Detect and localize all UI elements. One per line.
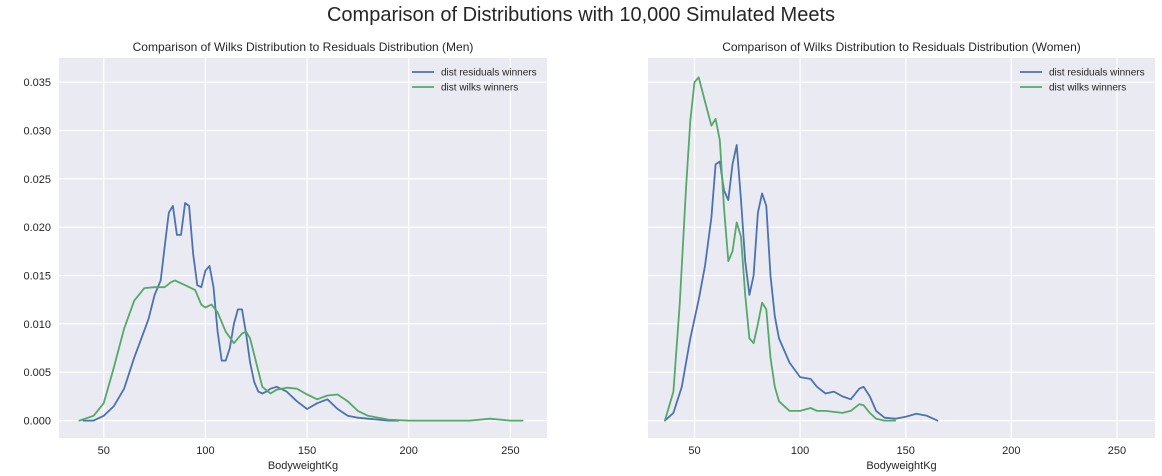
plot-background <box>59 58 547 438</box>
series-line-wilks <box>664 76 897 422</box>
y-tick-label: 0.025 <box>23 174 51 186</box>
y-tick-label: 0.005 <box>23 367 51 379</box>
x-tick-label: 100 <box>791 445 809 457</box>
chart-title: Comparison of Wilks Distribution to Resi… <box>133 40 474 54</box>
x-tick-label: 250 <box>1108 445 1126 457</box>
y-tick-label: 0.035 <box>23 77 51 89</box>
y-tick-label: 0.010 <box>23 319 51 331</box>
x-axis-label: BodyweightKg <box>866 460 936 472</box>
x-tick-label: 50 <box>98 445 110 457</box>
series-line-residuals <box>82 202 400 422</box>
x-tick-label: 100 <box>196 445 214 457</box>
legend-label: dist residuals winners <box>1049 68 1145 79</box>
x-tick-label: 200 <box>400 445 418 457</box>
legend-label: dist wilks winners <box>441 83 518 94</box>
x-tick-label: 150 <box>298 445 316 457</box>
figure-title: Comparison of Distributions with 10,000 … <box>326 4 836 26</box>
chart-panel-men: 50 100 150 200 250 0.000 0.005 0.010 0.015 0.020 0… <box>23 40 547 472</box>
y-tick-label: 0.030 <box>23 126 51 138</box>
x-tick-label: 50 <box>688 445 700 457</box>
y-tick-label: 0.015 <box>23 271 51 283</box>
x-tick-label: 250 <box>501 445 519 457</box>
x-axis-label: BodyweightKg <box>268 460 338 472</box>
series-line-residuals <box>664 144 939 422</box>
chart-title: Comparison of Wilks Distribution to Resi… <box>722 40 1081 54</box>
legend-label: dist wilks winners <box>1049 83 1126 94</box>
series-line-wilks <box>78 279 524 422</box>
chart-panel-women: 50 100 150 200 250 dist residuals winners dist… <box>648 40 1155 472</box>
y-tick-label: 0.020 <box>23 222 51 234</box>
legend-label: dist residuals winners <box>441 68 537 79</box>
y-tick-label: 0.000 <box>23 416 51 428</box>
x-tick-label: 200 <box>1002 445 1020 457</box>
x-tick-label: 150 <box>897 445 915 457</box>
plot-background <box>648 58 1155 438</box>
